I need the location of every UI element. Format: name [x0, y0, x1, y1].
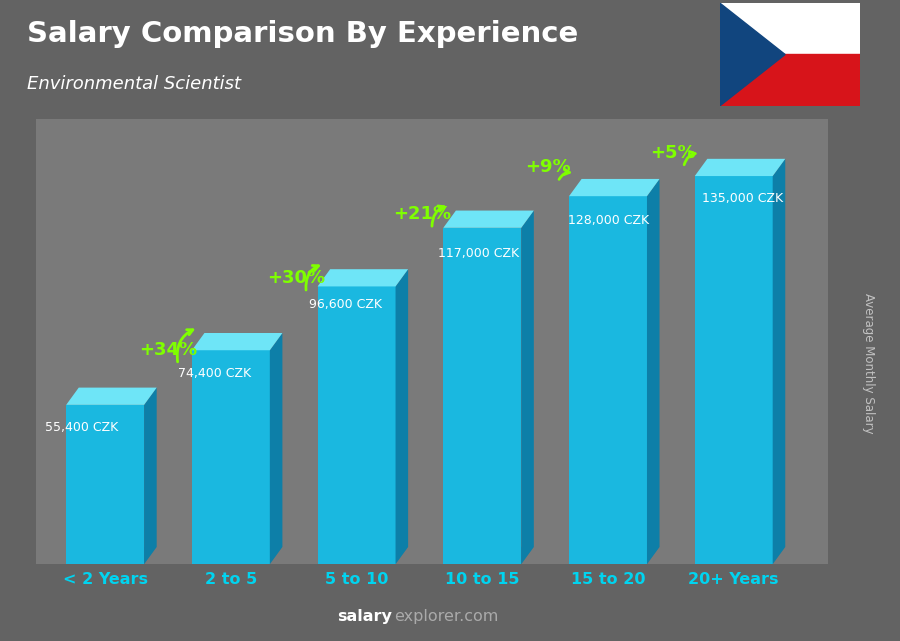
Polygon shape [569, 196, 647, 564]
Text: Environmental Scientist: Environmental Scientist [27, 75, 241, 93]
Polygon shape [318, 287, 395, 564]
Polygon shape [695, 159, 786, 176]
Polygon shape [444, 210, 534, 228]
Text: +9%: +9% [525, 158, 571, 176]
Text: +21%: +21% [393, 205, 451, 223]
Text: Average Monthly Salary: Average Monthly Salary [862, 294, 875, 434]
Polygon shape [695, 176, 773, 564]
Polygon shape [444, 547, 534, 564]
Polygon shape [773, 159, 786, 564]
Polygon shape [67, 547, 157, 564]
Polygon shape [318, 269, 408, 287]
Polygon shape [192, 547, 283, 564]
Polygon shape [395, 269, 408, 564]
Polygon shape [144, 388, 157, 564]
Polygon shape [67, 405, 144, 564]
Polygon shape [569, 547, 660, 564]
Polygon shape [647, 179, 660, 564]
Text: +5%: +5% [651, 144, 697, 162]
Polygon shape [192, 350, 270, 564]
Polygon shape [192, 333, 283, 350]
Text: 135,000 CZK: 135,000 CZK [702, 192, 783, 205]
Polygon shape [67, 388, 157, 405]
Text: 128,000 CZK: 128,000 CZK [568, 215, 649, 228]
Text: 117,000 CZK: 117,000 CZK [438, 247, 519, 260]
Bar [720, 54, 859, 106]
Polygon shape [444, 228, 521, 564]
Text: +34%: +34% [139, 341, 197, 359]
Polygon shape [521, 210, 534, 564]
Text: 74,400 CZK: 74,400 CZK [178, 367, 251, 380]
Text: 96,600 CZK: 96,600 CZK [309, 299, 382, 312]
Bar [720, 3, 859, 54]
Text: Salary Comparison By Experience: Salary Comparison By Experience [27, 20, 578, 47]
Polygon shape [695, 547, 786, 564]
Text: 55,400 CZK: 55,400 CZK [45, 420, 118, 433]
Text: explorer.com: explorer.com [394, 609, 499, 624]
Polygon shape [569, 179, 660, 196]
Polygon shape [270, 333, 283, 564]
Text: salary: salary [337, 609, 392, 624]
Text: +30%: +30% [267, 269, 325, 287]
Polygon shape [720, 3, 785, 106]
Polygon shape [318, 547, 408, 564]
